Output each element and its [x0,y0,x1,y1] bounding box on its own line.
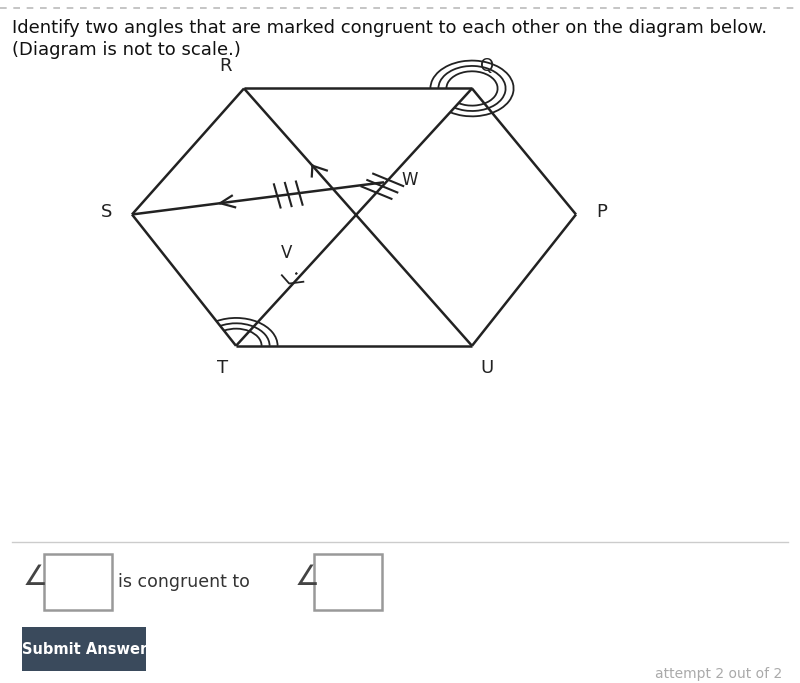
Text: attempt 2 out of 2: attempt 2 out of 2 [655,667,782,681]
Text: T: T [217,359,228,377]
Text: R: R [219,57,232,75]
Text: is congruent to: is congruent to [118,572,250,591]
Text: U: U [480,359,494,377]
Text: V: V [281,244,292,262]
Text: P: P [596,203,607,221]
Text: Q: Q [480,57,494,75]
Text: Submit Answer: Submit Answer [22,642,147,657]
Text: S: S [101,203,112,221]
Text: (Diagram is not to scale.): (Diagram is not to scale.) [12,41,241,59]
FancyBboxPatch shape [22,627,146,671]
FancyBboxPatch shape [314,554,382,609]
Text: ∠: ∠ [22,563,47,591]
FancyBboxPatch shape [44,554,112,609]
Text: W: W [402,171,418,189]
Text: ∠: ∠ [294,563,319,591]
Text: Identify two angles that are marked congruent to each other on the diagram below: Identify two angles that are marked cong… [12,19,767,37]
